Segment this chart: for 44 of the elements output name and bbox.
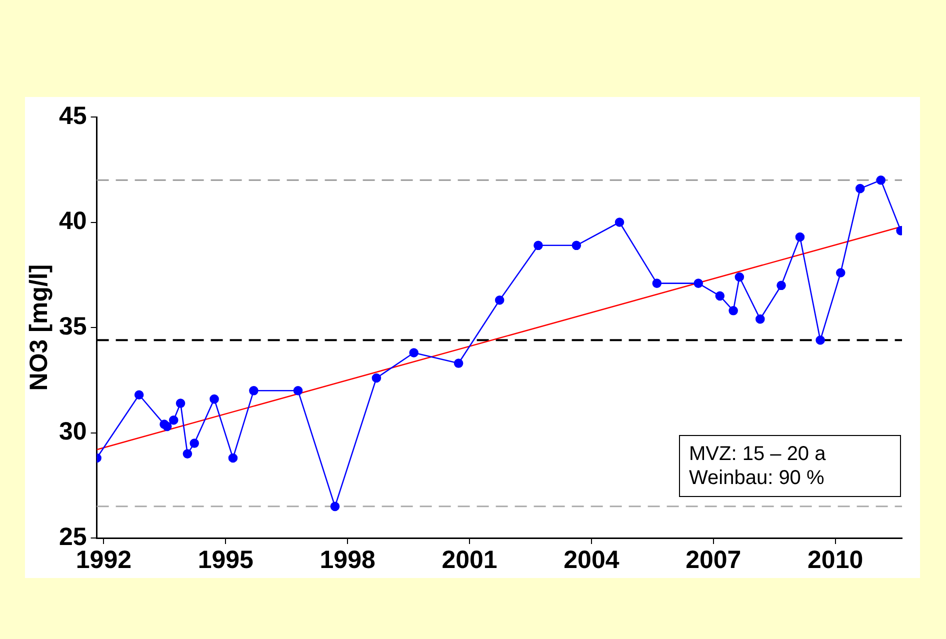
y-tick-label: 40 — [58, 207, 87, 236]
point — [652, 278, 662, 288]
x-tick-label: 2001 — [442, 546, 498, 574]
point — [572, 240, 582, 250]
point — [755, 314, 765, 324]
point — [168, 415, 178, 425]
point — [836, 268, 846, 278]
y-tick-label: 35 — [58, 312, 87, 340]
point — [728, 306, 738, 316]
annotation: Weinbau: 90 % — [689, 466, 826, 490]
note-box: MVZ: 15 – 20 a Weinbau: 90 % — [679, 435, 901, 497]
point — [182, 449, 192, 458]
point — [855, 184, 865, 194]
x-tick-label: 1995 — [198, 546, 254, 574]
point — [190, 438, 200, 448]
point — [162, 422, 172, 432]
point — [795, 232, 805, 242]
annotation: MVZ: 15 – 20 a — [689, 442, 827, 466]
point — [454, 358, 464, 368]
point — [494, 295, 504, 305]
x-tick-label: 2010 — [808, 546, 864, 574]
point — [776, 280, 786, 290]
point — [372, 373, 382, 383]
y-tick-label: 45 — [58, 102, 87, 130]
point — [876, 176, 886, 185]
point — [249, 386, 258, 396]
point — [409, 348, 418, 358]
point — [210, 394, 219, 404]
x-tick-label: 2004 — [564, 546, 620, 574]
y-tick-label: 30 — [58, 418, 87, 446]
point — [694, 278, 704, 288]
x-tick-label: 1998 — [320, 546, 376, 574]
y-axis-title: NO3 [mg/l] — [24, 264, 53, 391]
point — [534, 240, 543, 250]
point — [330, 502, 340, 512]
point — [715, 291, 725, 301]
point — [293, 386, 303, 396]
point — [734, 272, 744, 282]
point — [228, 453, 238, 463]
point — [816, 335, 825, 345]
point — [134, 390, 144, 400]
x-tick-label: 2007 — [686, 546, 742, 574]
point — [176, 398, 186, 408]
point — [614, 218, 624, 227]
